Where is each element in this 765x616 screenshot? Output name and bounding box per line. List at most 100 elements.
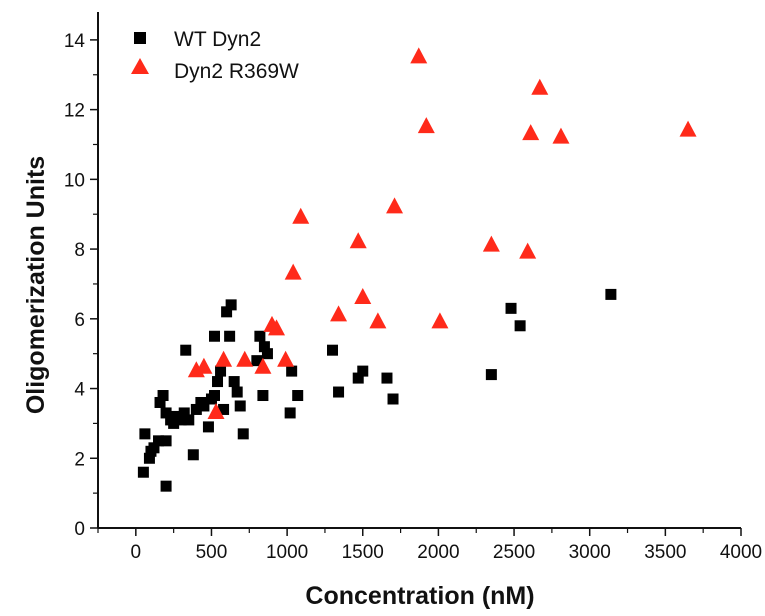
x-tick-label: 1000 [266, 542, 308, 563]
data-point-dyn2-r369w [292, 207, 310, 224]
data-point-dyn2-r369w [195, 357, 213, 374]
data-point-wt-dyn2 [187, 449, 199, 461]
data-point-wt-dyn2 [605, 288, 617, 300]
data-point-wt-dyn2 [225, 299, 237, 311]
legend-label-dyn2-r369w: Dyn2 R369W [174, 60, 299, 83]
data-point-dyn2-r369w [522, 124, 540, 141]
data-point-wt-dyn2 [208, 330, 220, 342]
data-point-wt-dyn2 [157, 390, 169, 402]
y-tick-label: 6 [74, 310, 85, 331]
legend: WT Dyn2 Dyn2 R369W [131, 28, 299, 83]
data-point-wt-dyn2 [215, 365, 227, 377]
data-point-wt-dyn2 [254, 330, 266, 342]
data-point-dyn2-r369w [268, 319, 286, 336]
data-point-dyn2-r369w [410, 47, 428, 64]
data-point-wt-dyn2 [178, 407, 190, 419]
x-tick-label: 500 [196, 542, 228, 563]
x-axis-title: Concentration (nM) [305, 582, 534, 610]
data-point-wt-dyn2 [218, 403, 230, 415]
data-point-wt-dyn2 [505, 302, 517, 314]
data-point-wt-dyn2 [261, 348, 273, 360]
data-point-wt-dyn2 [352, 372, 364, 384]
y-tick-label: 8 [74, 240, 85, 261]
ticks: 0 500 1000 1500 2000 2500 3000 3500 4000 0 2 4 6 8 10 1… [64, 31, 762, 563]
data-point-dyn2-r369w [254, 357, 272, 374]
data-point-wt-dyn2 [333, 386, 345, 398]
data-point-dyn2-r369w [417, 117, 435, 134]
data-point-dyn2-r369w [552, 127, 570, 144]
data-point-dyn2-r369w [215, 350, 233, 367]
data-point-wt-dyn2 [387, 393, 399, 405]
data-point-wt-dyn2 [258, 341, 270, 353]
data-point-dyn2-r369w [236, 350, 254, 367]
data-point-dyn2-r369w [531, 78, 549, 95]
data-point-wt-dyn2 [160, 435, 172, 447]
data-point-dyn2-r369w [386, 197, 404, 214]
data-point-dyn2-r369w [679, 120, 697, 137]
data-point-dyn2-r369w [354, 287, 372, 304]
data-point-dyn2-r369w [277, 350, 295, 367]
data-point-wt-dyn2 [198, 400, 210, 412]
data-point-wt-dyn2 [190, 403, 202, 415]
y-tick-label: 4 [74, 380, 85, 401]
data-point-dyn2-r369w [369, 312, 387, 329]
axes [97, 12, 741, 529]
y-axis-title: Oligomerization Units [22, 156, 50, 414]
data-point-dyn2-r369w [284, 263, 302, 280]
data-point-wt-dyn2 [160, 480, 172, 492]
x-tick-label: 1500 [342, 542, 384, 563]
data-points [137, 47, 697, 492]
data-point-dyn2-r369w [431, 312, 449, 329]
data-point-wt-dyn2 [237, 428, 249, 440]
data-point-wt-dyn2 [485, 369, 497, 381]
data-point-wt-dyn2 [234, 400, 246, 412]
legend-marker-dyn2-r369w [131, 58, 149, 74]
data-point-wt-dyn2 [168, 417, 180, 429]
data-point-wt-dyn2 [180, 344, 192, 356]
data-point-wt-dyn2 [143, 452, 155, 464]
data-point-wt-dyn2 [228, 376, 240, 388]
x-tick-label: 3500 [644, 542, 686, 563]
data-point-wt-dyn2 [224, 330, 236, 342]
data-point-wt-dyn2 [139, 428, 151, 440]
y-tick-label: 2 [74, 449, 85, 470]
data-point-wt-dyn2 [221, 306, 233, 318]
x-tick-label: 3000 [569, 542, 611, 563]
data-point-wt-dyn2 [231, 386, 243, 398]
x-tick-label: 0 [131, 542, 142, 563]
data-point-wt-dyn2 [208, 390, 220, 402]
data-point-dyn2-r369w [349, 232, 367, 249]
data-point-dyn2-r369w [330, 305, 348, 322]
data-point-wt-dyn2 [292, 390, 304, 402]
data-point-wt-dyn2 [251, 355, 263, 367]
y-tick-label: 12 [64, 101, 85, 122]
data-point-dyn2-r369w [207, 403, 225, 420]
data-point-wt-dyn2 [154, 396, 166, 408]
data-point-wt-dyn2 [286, 365, 298, 377]
x-tick-label: 4000 [720, 542, 762, 563]
x-tick-label: 2000 [417, 542, 459, 563]
legend-label-wt-dyn2: WT Dyn2 [174, 28, 261, 51]
y-tick-label: 14 [64, 31, 86, 52]
data-point-wt-dyn2 [284, 407, 296, 419]
data-point-wt-dyn2 [153, 435, 165, 447]
data-point-wt-dyn2 [514, 320, 526, 332]
data-point-wt-dyn2 [327, 344, 339, 356]
data-point-wt-dyn2 [381, 372, 393, 384]
y-tick-label: 10 [64, 170, 85, 191]
data-point-wt-dyn2 [212, 376, 224, 388]
data-point-dyn2-r369w [519, 242, 537, 259]
y-tick-label: 0 [74, 519, 85, 540]
data-point-wt-dyn2 [357, 365, 369, 377]
x-tick-label: 2500 [493, 542, 535, 563]
data-point-wt-dyn2 [160, 407, 172, 419]
data-point-dyn2-r369w [482, 235, 500, 252]
data-point-wt-dyn2 [148, 442, 160, 454]
legend-marker-wt-dyn2 [134, 32, 146, 44]
data-point-wt-dyn2 [202, 421, 214, 433]
data-point-wt-dyn2 [257, 390, 269, 402]
data-point-wt-dyn2 [137, 466, 149, 478]
data-point-wt-dyn2 [183, 414, 195, 426]
data-point-wt-dyn2 [175, 414, 187, 426]
